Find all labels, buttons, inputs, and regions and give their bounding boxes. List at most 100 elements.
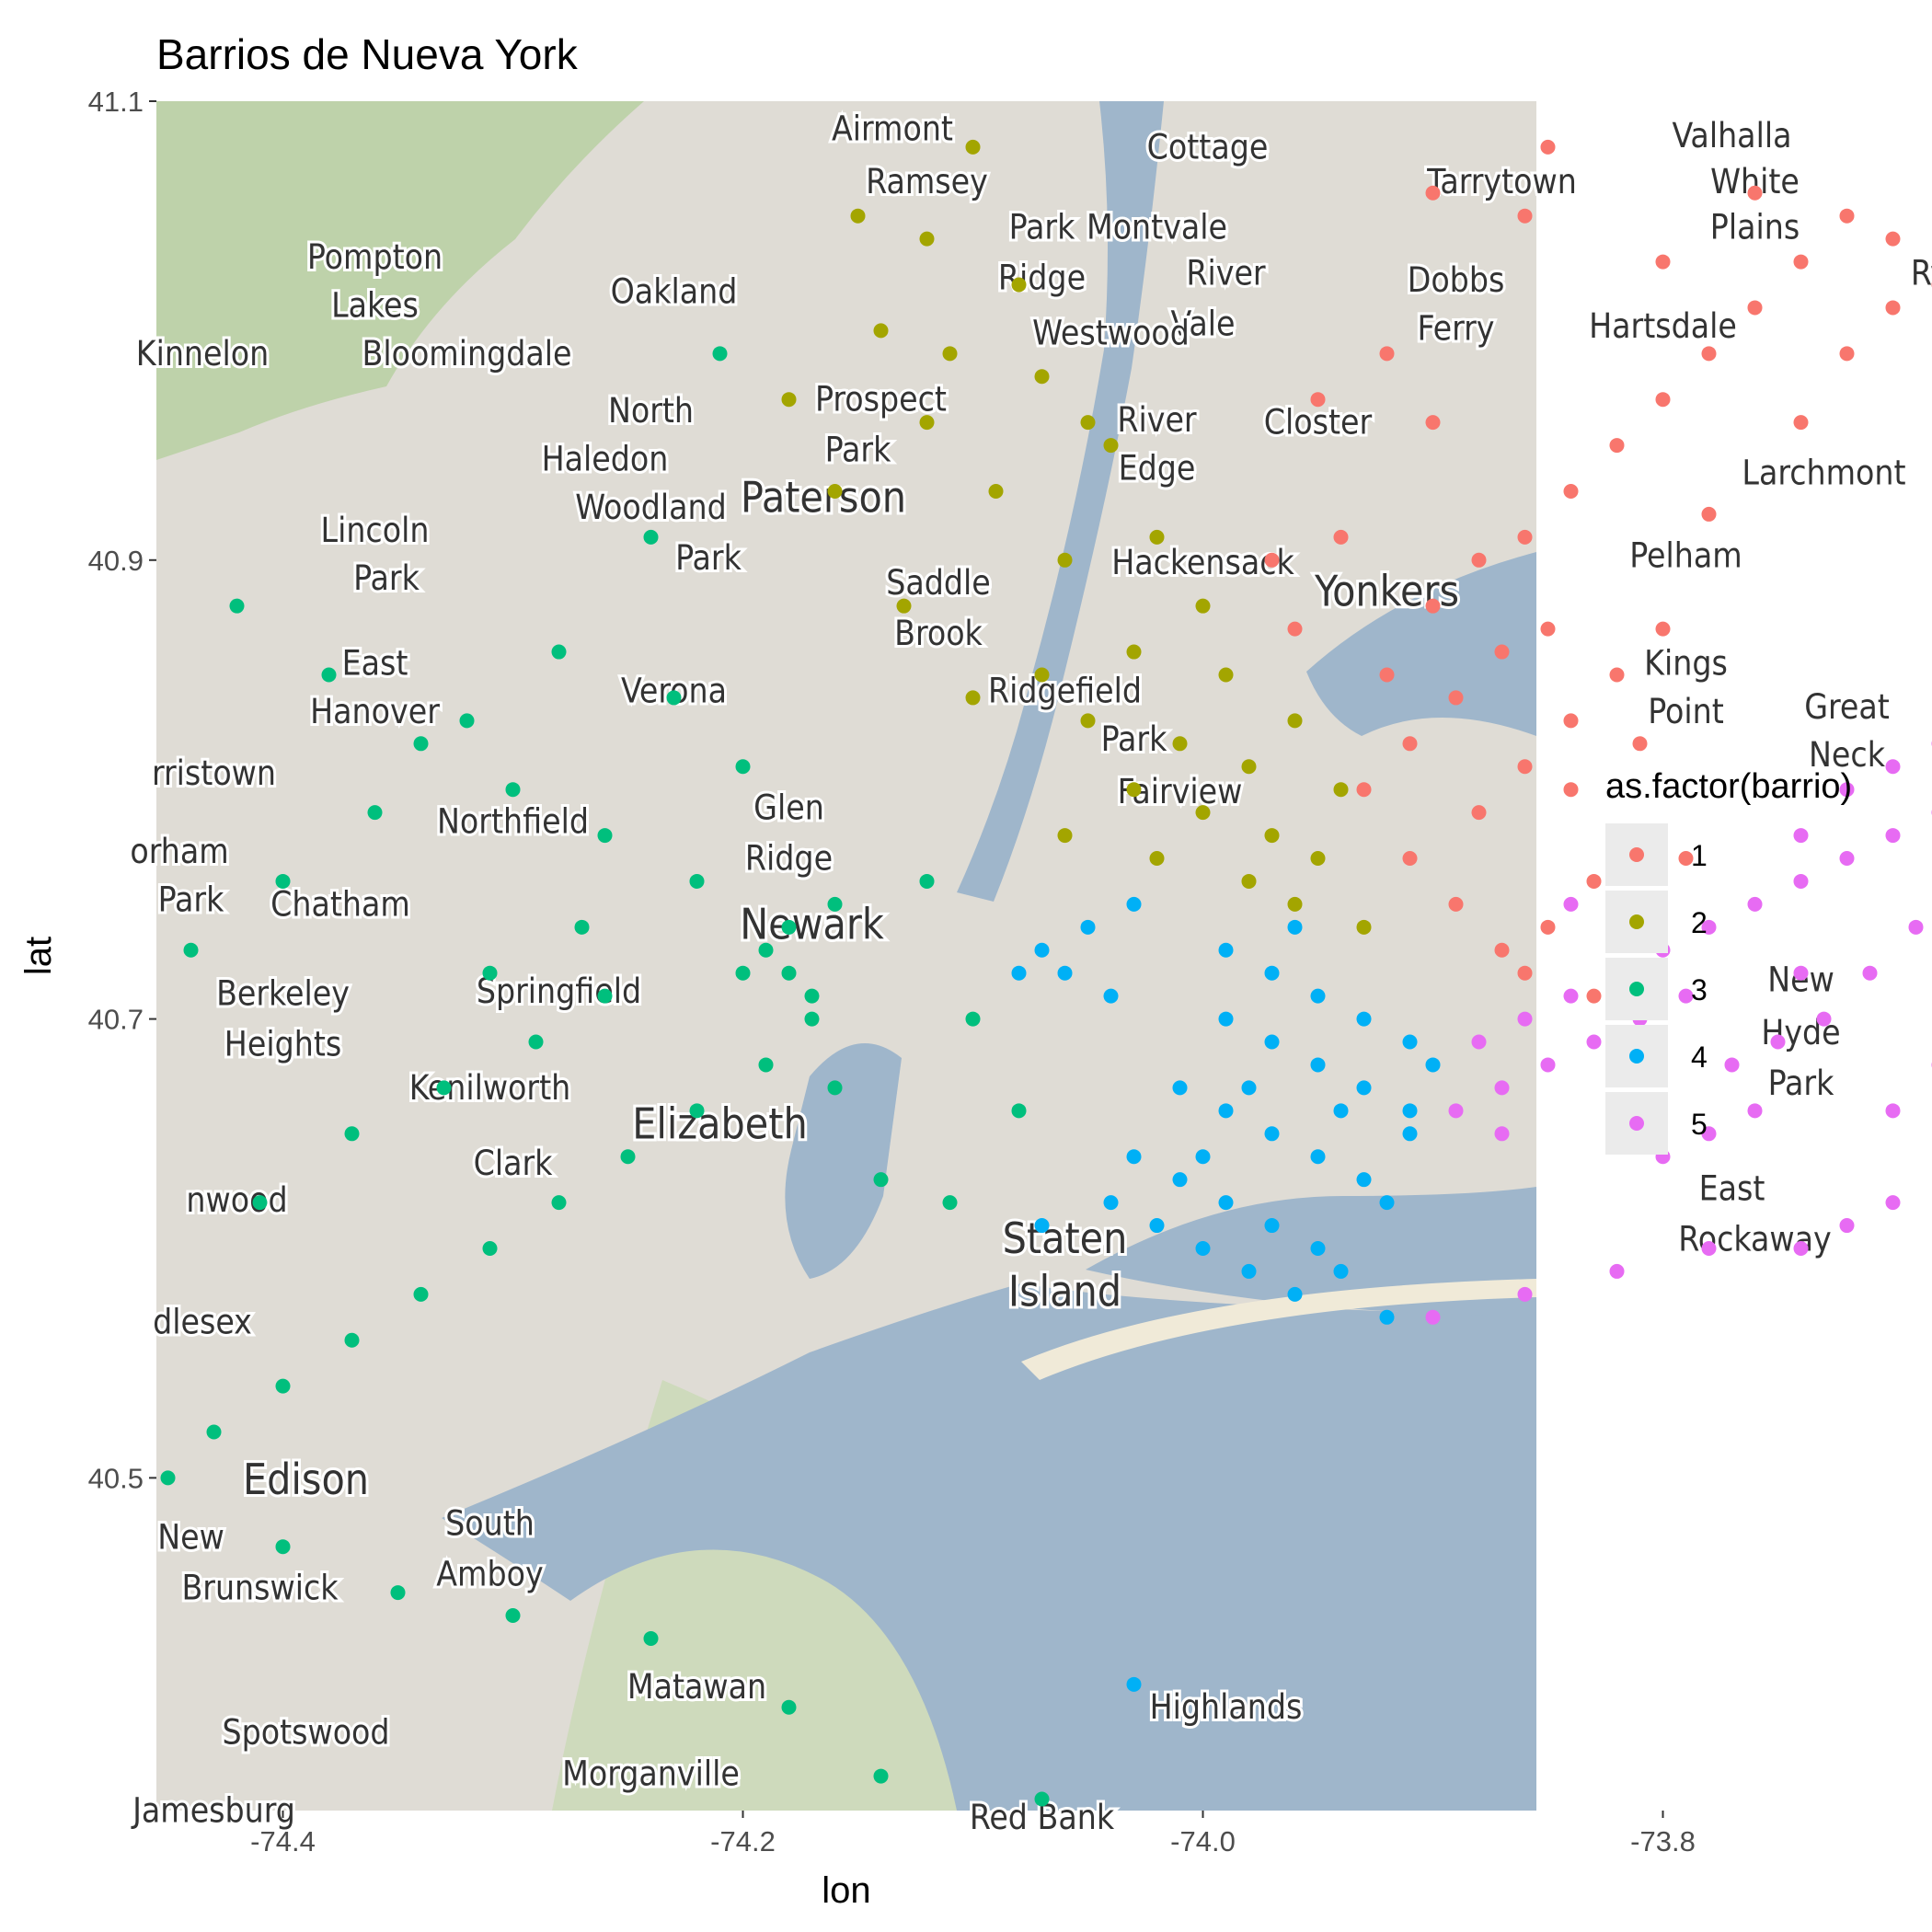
point-barrio-5 <box>1517 1011 1533 1027</box>
map-label: Glen <box>753 788 824 828</box>
point-barrio-3 <box>735 759 751 775</box>
point-barrio-1 <box>1425 415 1441 431</box>
point-barrio-5 <box>1839 782 1855 798</box>
map-label: Park <box>1768 1064 1834 1103</box>
point-barrio-4 <box>1103 1195 1119 1211</box>
point-barrio-4 <box>1379 1309 1395 1325</box>
point-barrio-2 <box>1264 828 1280 844</box>
map-label: Berkeley <box>216 974 350 1014</box>
point-barrio-4 <box>1080 919 1096 935</box>
point-barrio-5 <box>1793 1240 1809 1256</box>
point-barrio-3 <box>574 919 590 935</box>
water-sound <box>1306 552 1536 736</box>
point-barrio-2 <box>1356 919 1372 935</box>
point-barrio-1 <box>1655 254 1671 270</box>
point-barrio-3 <box>252 1195 268 1211</box>
point-barrio-3 <box>620 1149 636 1165</box>
point-barrio-4 <box>1287 919 1303 935</box>
point-barrio-4 <box>1264 1034 1280 1050</box>
point-barrio-4 <box>1126 1149 1142 1165</box>
map-label: Larchmont <box>1742 453 1905 492</box>
map-label: Highlands <box>1150 1687 1303 1727</box>
water-harbor <box>785 1043 902 1279</box>
point-barrio-2 <box>1057 552 1073 568</box>
point-barrio-5 <box>1494 1126 1510 1142</box>
point-barrio-2 <box>1172 736 1188 752</box>
point-barrio-2 <box>1287 713 1303 729</box>
green-area <box>156 101 644 460</box>
legend-label: 5 <box>1691 1108 1708 1141</box>
point-barrio-4 <box>1195 1240 1211 1256</box>
point-barrio-3 <box>505 1608 521 1624</box>
point-barrio-1 <box>1701 506 1717 522</box>
point-barrio-4 <box>1310 1057 1326 1073</box>
map-label: Spotswood <box>222 1713 389 1753</box>
point-barrio-4 <box>1264 1218 1280 1234</box>
map-label: Hackensack <box>1111 543 1294 582</box>
map-label-city: Paterson <box>741 472 906 522</box>
map-label: Neck <box>1809 735 1886 775</box>
point-barrio-1 <box>1793 254 1809 270</box>
point-barrio-4 <box>1149 1218 1165 1234</box>
map-label: Airmont <box>832 109 953 148</box>
map-label: Lakes <box>331 285 419 325</box>
map-label: Northfield <box>437 802 589 842</box>
map-label-city: Elizabeth <box>632 1098 807 1148</box>
map-label: Prospect <box>815 380 947 420</box>
point-barrio-3 <box>643 529 659 545</box>
map-label: Park <box>158 880 224 919</box>
point-barrio-4 <box>1402 1103 1418 1119</box>
point-barrio-3 <box>919 873 935 889</box>
point-barrio-1 <box>1747 300 1763 316</box>
point-barrio-4 <box>1425 1057 1441 1073</box>
legend-label: 3 <box>1691 973 1708 1006</box>
point-barrio-4 <box>1241 1080 1257 1096</box>
point-barrio-2 <box>1126 644 1142 660</box>
map-label-city: Edison <box>243 1455 369 1504</box>
point-barrio-4 <box>1310 1149 1326 1165</box>
map-label: Lincoln <box>321 511 430 550</box>
map-label: Great <box>1804 687 1890 727</box>
point-barrio-3 <box>666 690 682 706</box>
point-barrio-4 <box>1218 1011 1234 1027</box>
point-barrio-3 <box>689 873 705 889</box>
map-label: Dobbs <box>1408 260 1505 300</box>
y-axis: 40.5 40.7 40.9 41.1 <box>88 86 156 1494</box>
point-barrio-2 <box>1011 277 1027 293</box>
point-barrio-5 <box>1770 1034 1786 1050</box>
map-label-city: Newark <box>740 899 884 949</box>
point-barrio-1 <box>1517 759 1533 775</box>
map-label: Bloomingdale <box>362 334 572 374</box>
point-barrio-3 <box>781 1699 797 1715</box>
point-barrio-3 <box>459 713 475 729</box>
map-label: Ridge <box>745 838 833 878</box>
point-barrio-4 <box>1333 1103 1349 1119</box>
point-barrio-3 <box>344 1126 360 1142</box>
point-barrio-2 <box>965 139 981 155</box>
point-barrio-3 <box>229 598 245 614</box>
point-barrio-1 <box>1586 873 1602 889</box>
point-barrio-1 <box>1563 713 1579 729</box>
point-barrio-5 <box>1885 828 1901 844</box>
legend-keys: 1 2 3 4 5 <box>1605 823 1708 1155</box>
map-label: Edge <box>1119 449 1196 489</box>
point-barrio-1 <box>1356 782 1372 798</box>
point-barrio-3 <box>781 965 797 981</box>
point-barrio-1 <box>1333 529 1349 545</box>
point-barrio-3 <box>804 988 820 1004</box>
x-tick-label: -74.4 <box>250 1825 316 1857</box>
point-barrio-5 <box>1540 1057 1556 1073</box>
point-barrio-4 <box>1356 1172 1372 1188</box>
point-barrio-1 <box>1609 438 1625 454</box>
map-label: Chatham <box>270 884 410 924</box>
point-barrio-3 <box>965 1011 981 1027</box>
map-label: Brook <box>894 614 983 653</box>
chart-title: Barrios de Nueva York <box>156 30 579 78</box>
y-axis-title: lat <box>18 937 59 975</box>
point-barrio-4 <box>1264 965 1280 981</box>
map-label: Haledon <box>542 440 669 479</box>
point-barrio-5 <box>1448 1103 1464 1119</box>
point-barrio-5 <box>1494 1080 1510 1096</box>
point-barrio-3 <box>344 1332 360 1348</box>
map-label: Saddle <box>886 563 991 603</box>
